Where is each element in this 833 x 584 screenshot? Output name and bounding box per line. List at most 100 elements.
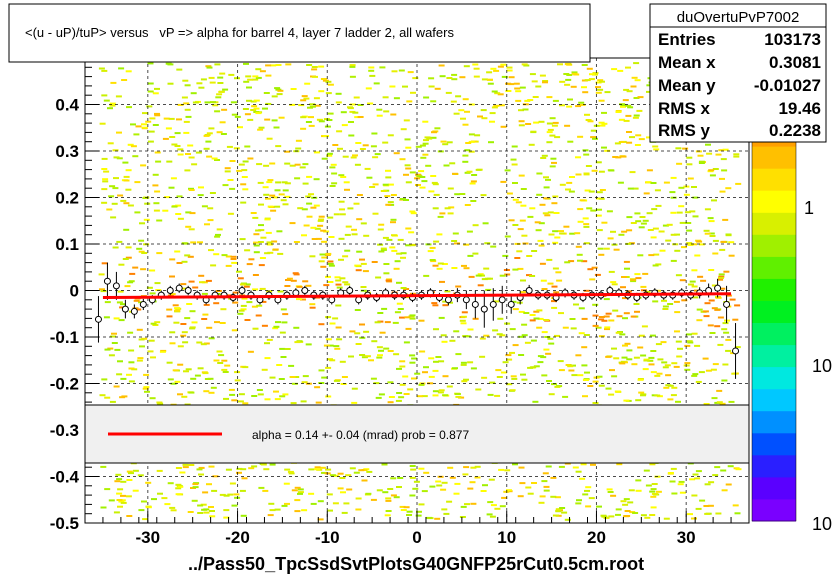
density-cell [715,296,722,299]
density-cell [239,238,246,241]
density-cell [620,155,627,158]
density-cell [117,194,124,197]
density-cell [284,195,291,198]
density-cell [458,109,465,112]
density-cell [102,180,109,183]
density-cell [210,264,217,267]
density-cell [311,238,318,240]
density-cell [551,161,557,164]
density-cell [331,172,338,175]
density-cell [596,208,602,211]
density-cell [203,511,210,514]
color-palette [751,57,797,522]
density-cell [691,186,697,188]
density-cell [576,253,583,256]
density-cell [460,505,467,508]
density-cell [236,471,242,474]
density-cell [536,193,543,196]
density-cell [337,487,344,490]
density-cell [588,190,595,193]
density-cell [201,318,208,320]
density-cell [434,517,441,520]
density-cell [267,251,274,254]
y-tick-label: -0.1 [50,328,79,347]
density-cell [208,76,215,79]
density-cell [310,226,317,229]
density-cell [446,141,453,144]
density-cell [378,393,385,396]
density-cell [714,325,721,328]
density-cell [575,354,582,357]
density-cell [649,463,656,466]
density-cell [378,349,384,352]
density-cell [217,362,224,364]
density-cell [440,488,447,491]
density-cell [214,159,220,161]
density-cell [403,393,410,395]
density-cell [104,488,111,491]
density-cell [444,290,451,293]
density-cell [504,169,511,172]
density-cell [535,229,542,232]
density-cell [166,160,173,163]
density-cell [191,499,198,502]
density-cell [377,228,384,231]
density-cell [729,298,736,301]
density-cell [634,144,641,146]
density-cell [284,150,291,153]
density-cell [670,259,677,262]
density-cell [664,364,671,367]
density-cell [360,286,367,288]
density-cell [255,314,262,317]
density-cell [722,363,729,366]
density-cell [424,136,431,139]
density-cell [288,364,295,367]
density-cell [400,128,407,131]
density-cell [734,304,741,307]
density-cell [658,230,665,233]
density-cell [455,285,462,288]
density-cell [410,468,417,471]
stats-value-mean-y: -0.01027 [754,76,821,95]
density-cell [166,308,173,311]
density-cell [305,343,312,346]
density-cell [327,358,333,361]
stats-value-rms-y: 0.2238 [769,121,821,140]
density-cell [530,130,537,133]
density-cell [198,86,205,89]
density-cell [524,341,531,344]
density-cell [586,67,593,70]
density-cell [177,393,183,396]
density-cell [550,157,557,160]
density-cell [404,138,411,141]
density-cell [133,133,140,136]
density-cell [184,169,191,172]
density-cell [539,203,546,206]
density-cell [113,177,119,180]
density-cell [592,324,599,327]
density-cell [156,252,163,255]
density-cell [575,470,582,473]
density-cell [174,132,181,135]
density-cell [396,281,402,284]
density-cell [505,82,512,85]
density-cell [289,376,296,378]
density-cell [459,516,466,518]
density-cell [662,224,669,227]
density-cell [646,169,653,172]
density-cell [354,309,361,311]
density-cell [643,359,650,362]
density-cell [214,321,220,324]
density-cell [558,230,564,233]
density-cell [597,247,604,250]
density-cell [284,502,290,505]
density-cell [674,233,680,236]
density-cell [382,183,389,186]
density-cell [347,107,354,110]
density-cell [284,285,291,287]
density-cell [694,477,701,480]
density-cell [543,176,549,179]
density-cell [595,214,602,217]
density-cell [355,269,362,272]
density-cell [181,96,188,99]
